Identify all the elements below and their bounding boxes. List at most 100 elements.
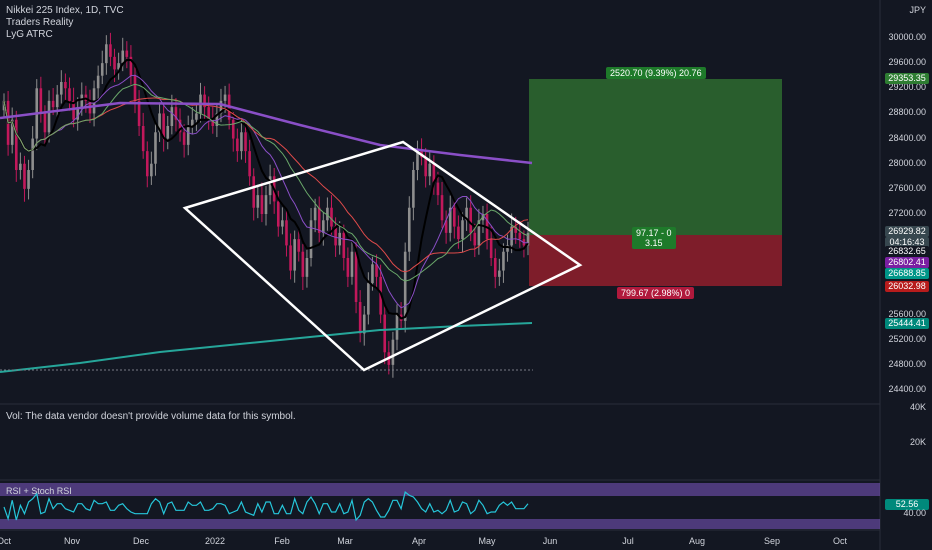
profit-zone (529, 79, 782, 235)
center-label-line2: 3.15 (645, 238, 663, 248)
candle (489, 226, 493, 266)
stop-label: 799.67 (2.98%) 0 (617, 287, 695, 299)
rsi-oversold-band (0, 519, 880, 529)
candle (297, 228, 301, 262)
candle (244, 123, 247, 163)
candle (117, 52, 120, 80)
candle (39, 76, 43, 123)
rsi-title[interactable]: RSI + Stoch RSI (6, 486, 72, 496)
price-tag: 26929.82 (885, 226, 929, 237)
y-tick-label: 24800.00 (888, 358, 926, 369)
y-tick-label: 28800.00 (888, 107, 926, 118)
candle (264, 185, 268, 226)
y-tick-label: 27600.00 (888, 182, 926, 193)
x-tick-label: Sep (763, 536, 781, 546)
x-tick-label: Aug (688, 536, 706, 546)
x-tick-label: Oct (832, 536, 848, 546)
y-tick-label: 27200.00 (888, 208, 926, 218)
price-tag: 26832.65 (885, 246, 929, 257)
candle (125, 41, 129, 69)
candle (448, 195, 452, 242)
candle (412, 161, 415, 221)
center-label: 97.17 - 0 3.15 (632, 227, 676, 249)
ma-teal-line (0, 322, 533, 373)
candle (195, 104, 198, 132)
candle (510, 213, 513, 254)
candle (162, 105, 165, 152)
candle (100, 50, 104, 85)
candle (289, 233, 292, 280)
price-tag: 26688.85 (885, 268, 929, 279)
candle (424, 147, 427, 188)
candle (281, 207, 284, 235)
x-tick-label: Jul (622, 536, 634, 546)
candle (498, 258, 501, 286)
x-tick-label: Mar (337, 536, 353, 546)
candle (350, 238, 354, 285)
candle (248, 139, 251, 186)
candle (186, 115, 190, 156)
y-tick-label: 29600.00 (888, 57, 926, 68)
indicator-label[interactable]: LyG ATRC (6, 29, 53, 40)
candle (31, 126, 34, 179)
x-tick-label: Feb (274, 536, 290, 546)
candle (493, 248, 497, 289)
candle (178, 108, 182, 142)
candle (465, 197, 468, 231)
candle (313, 198, 317, 233)
candle (305, 248, 309, 288)
candle (362, 306, 366, 346)
volume-message: Vol: The data vendor doesn't provide vol… (6, 411, 296, 422)
candle (150, 151, 153, 185)
candle (166, 115, 170, 150)
candle (191, 107, 194, 135)
candle (154, 123, 157, 176)
x-tick-label: Oct (0, 536, 12, 546)
y-tick-label: 28000.00 (888, 157, 926, 168)
candle (109, 32, 112, 67)
candle (60, 70, 63, 104)
vol-axis-40k: 40K (909, 402, 926, 412)
rsi-line (3, 490, 529, 522)
candle (96, 65, 100, 99)
candle (432, 155, 436, 195)
ma-long-line (0, 101, 533, 165)
candle (240, 119, 243, 160)
candle (383, 305, 387, 365)
candle (145, 141, 149, 188)
candle (47, 90, 51, 143)
candle (64, 73, 67, 101)
candle (293, 230, 296, 283)
y-tick-label: 29200.00 (888, 82, 926, 93)
candle (14, 110, 18, 182)
candle (76, 97, 79, 131)
price-tag: 26032.98 (885, 281, 929, 292)
candle (309, 208, 313, 267)
candle (395, 304, 399, 351)
candle (317, 196, 321, 243)
candle (231, 112, 235, 152)
candle (416, 140, 419, 181)
candle (23, 155, 26, 202)
x-tick-label: Nov (63, 536, 81, 546)
candle (158, 102, 161, 142)
candle (330, 195, 333, 235)
candle (342, 224, 346, 271)
candle (252, 168, 256, 221)
candle (326, 197, 329, 231)
ma-purple-fast-line (3, 74, 528, 309)
candle (346, 247, 350, 288)
center-label-line1: 97.17 - 0 (636, 228, 672, 238)
diamond-pattern (182, 140, 583, 372)
symbol-title[interactable]: Nikkei 225 Index, 1D, TVC (6, 5, 124, 16)
candle (428, 151, 432, 186)
candle (301, 244, 305, 290)
price-tag: 25444.41 (885, 318, 929, 329)
candle (440, 182, 444, 228)
candle (477, 208, 481, 255)
candle (518, 220, 522, 248)
candle (182, 124, 186, 158)
currency-label: JPY (909, 5, 926, 15)
